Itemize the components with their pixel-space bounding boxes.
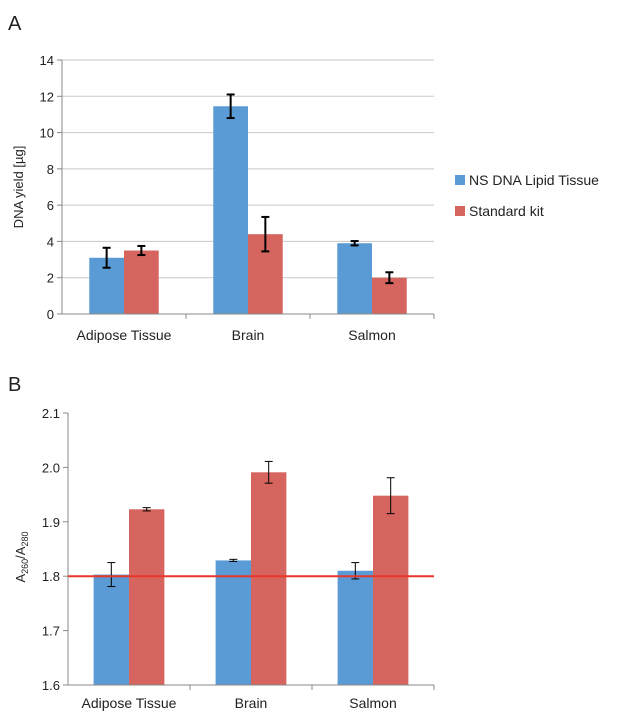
panel-a-y-ticks: 0 2 4 6 8 10 12 14 (40, 53, 62, 322)
panel-b-y-tick-label: 2.1 (42, 406, 60, 421)
panel-b-y-tick-label: 1.9 (42, 515, 60, 530)
panel-a-bar-std (124, 250, 159, 314)
panel-a-y-tick-label: 4 (47, 234, 54, 249)
panel-a-bar-ns (337, 243, 372, 314)
panel-b-error-bars (107, 460, 395, 588)
panel-a-y-tick-label: 2 (47, 271, 54, 286)
legend-label-ns: NS DNA Lipid Tissue (469, 172, 599, 188)
panel-b-y-axis-label: A260/A280 (13, 531, 30, 582)
panel-b-letter: B (8, 374, 21, 396)
legend-label-std: Standard kit (469, 203, 544, 219)
panel-b-bar-ns (93, 574, 129, 685)
panel-b-bars (93, 472, 409, 685)
panel-b-bar-ns (337, 570, 373, 685)
panel-a-category-label: Salmon (348, 327, 395, 343)
panel-a-category-label: Adipose Tissue (77, 327, 172, 343)
panel-a-letter: A (8, 13, 22, 35)
panel-a-category-label: Brain (232, 327, 265, 343)
panel-b-bar-std (129, 509, 165, 685)
panel-a-y-tick-label: 14 (40, 53, 54, 68)
legend-swatch-ns (455, 175, 465, 185)
panel-b-bar-std (251, 472, 287, 685)
panel-a-y-axis-label: DNA yield [µg] (11, 146, 26, 229)
panel-b-y-tick-label: 1.7 (42, 624, 60, 639)
panel-b-bar-std (373, 495, 409, 685)
panel-a-y-tick-label: 12 (40, 89, 54, 104)
panel-b-y-tick-label: 1.8 (42, 569, 60, 584)
panel-a-y-tick-label: 10 (40, 126, 54, 141)
panel-a-y-tick-label: 6 (47, 198, 54, 213)
panel-a-y-tick-label: 8 (47, 162, 54, 177)
panel-a-bar-ns (213, 106, 248, 314)
panel-b-category-labels: Adipose Tissue Brain Salmon (82, 685, 435, 711)
panel-b-y-tick-label: 1.6 (42, 678, 60, 693)
panel-a-legend: NS DNA Lipid Tissue Standard kit (455, 172, 599, 219)
panel-b-bar-ns (215, 560, 251, 685)
panel-b-category-label: Adipose Tissue (82, 695, 177, 711)
panel-a-error-bars (102, 93, 394, 285)
panel-a-y-tick-label: 0 (47, 307, 54, 322)
panel-b-y-ticks: 1.6 1.7 1.8 1.9 2.0 2.1 (42, 406, 68, 693)
panel-b-category-label: Brain (235, 695, 268, 711)
panel-a-category-labels: Adipose Tissue Brain Salmon (77, 314, 435, 343)
panel-a-bars (89, 106, 407, 314)
panel-b: B 1.6 1.7 1.8 1.9 2.0 2.1 Adipose Tissue Brain… (8, 374, 435, 711)
panel-b-category-label: Salmon (349, 695, 396, 711)
panel-b-y-tick-label: 2.0 (42, 460, 60, 475)
legend-swatch-std (455, 206, 465, 216)
